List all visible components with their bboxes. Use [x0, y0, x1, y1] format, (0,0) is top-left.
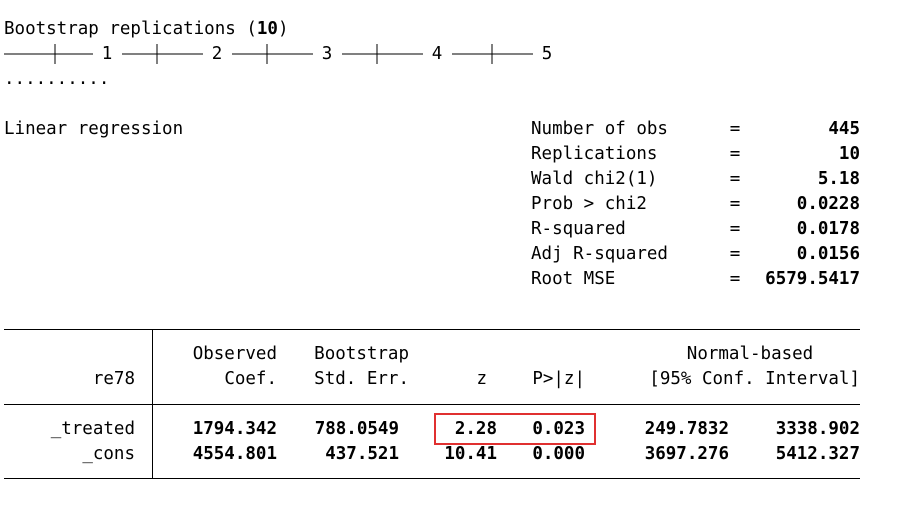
stat-label: Prob > chi2 — [531, 194, 647, 214]
ruler-number: 5 — [541, 44, 553, 64]
stat-separator: = — [729, 194, 741, 214]
table-cell: 249.7832 — [644, 419, 729, 439]
table-cell: 437.521 — [325, 444, 399, 464]
stat-label: Wald chi2(1) — [531, 169, 658, 189]
stat-separator: = — [729, 219, 741, 239]
stat-label: Number of obs — [531, 119, 668, 139]
column-header: Coef. — [224, 369, 277, 389]
progress-dots: .......... — [4, 69, 110, 89]
column-header: Std. Err. — [314, 369, 409, 389]
stat-value: 0.0156 — [796, 244, 860, 264]
table-cell: 3697.276 — [644, 444, 729, 464]
model-name: Linear regression — [4, 119, 184, 139]
title: Bootstrap replications ( — [4, 19, 257, 39]
depvar: re78 — [92, 369, 135, 389]
table-cell: 2.28 — [454, 419, 497, 439]
stat-value: 6579.5417 — [765, 269, 860, 289]
table-rules — [4, 329, 860, 479]
stat-label: Root MSE — [531, 269, 616, 289]
ruler-number: 3 — [321, 44, 333, 64]
table-cell: 0.023 — [532, 419, 585, 439]
highlight-box — [434, 413, 596, 445]
table-cell: 4554.801 — [192, 444, 277, 464]
column-header: z — [476, 369, 487, 389]
column-header: Normal-based — [686, 344, 814, 364]
column-header: Observed — [192, 344, 277, 364]
ruler-number: 1 — [101, 44, 113, 64]
row-label: _cons — [82, 444, 135, 464]
ruler-number: 4 — [431, 44, 443, 64]
table-cell: 1794.342 — [192, 419, 277, 439]
stat-value: 10 — [838, 144, 860, 164]
table-cell: 10.41 — [444, 444, 497, 464]
stat-value: 0.0178 — [796, 219, 860, 239]
replications: 10 — [256, 19, 278, 39]
column-header: [95% Conf. Interval] — [649, 369, 860, 389]
stat-value: 445 — [828, 119, 860, 139]
ruler-number: 2 — [211, 44, 223, 64]
table-cell: 3338.902 — [775, 419, 860, 439]
table-cell: 5412.327 — [775, 444, 860, 464]
stat-separator: = — [729, 244, 741, 264]
stat-value: 5.18 — [817, 169, 860, 189]
ruler-lines — [4, 44, 533, 64]
column-header: P>|z| — [532, 369, 585, 389]
stat-separator: = — [729, 144, 741, 164]
stat-value: 0.0228 — [796, 194, 860, 214]
stat-label: R-squared — [531, 219, 626, 239]
column-header: Bootstrap — [314, 344, 409, 364]
title-suffix: ) — [277, 19, 289, 39]
stat-separator: = — [729, 269, 741, 289]
stat-label: Replications — [531, 144, 658, 164]
stat-separator: = — [729, 119, 741, 139]
table-cell: 0.000 — [532, 444, 585, 464]
stat-separator: = — [729, 169, 741, 189]
stat-label: Adj R-squared — [531, 244, 668, 264]
table-cell: 788.0549 — [314, 419, 399, 439]
row-label: _treated — [50, 419, 135, 439]
